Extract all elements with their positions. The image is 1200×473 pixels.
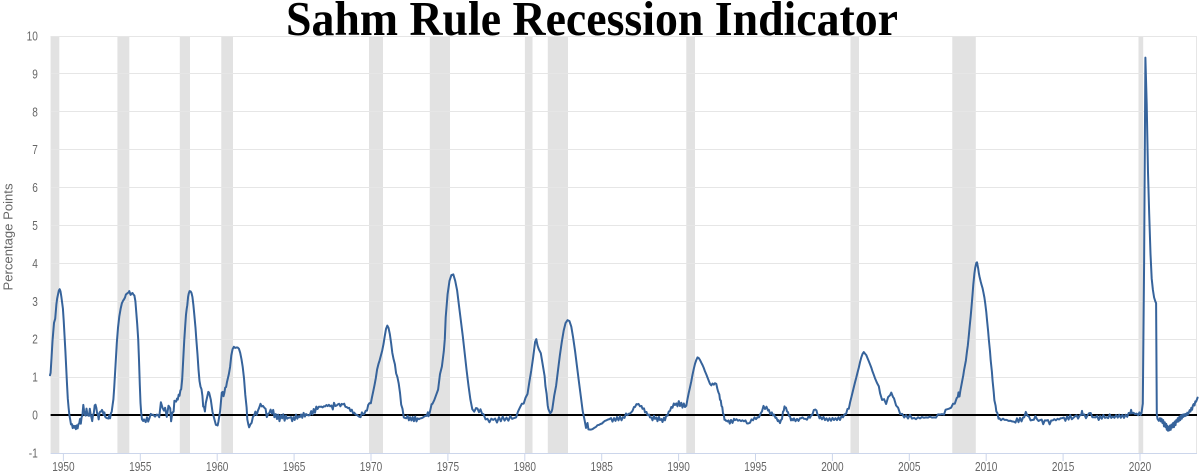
svg-text:1995: 1995 xyxy=(744,460,766,473)
svg-text:10: 10 xyxy=(27,30,38,44)
svg-text:2015: 2015 xyxy=(1052,460,1074,473)
svg-text:0: 0 xyxy=(32,409,38,423)
svg-text:3: 3 xyxy=(32,295,38,309)
svg-text:1990: 1990 xyxy=(667,460,689,473)
svg-text:-1: -1 xyxy=(29,446,38,460)
svg-text:1960: 1960 xyxy=(206,460,228,473)
svg-text:1985: 1985 xyxy=(591,460,613,473)
svg-text:Percentage Points: Percentage Points xyxy=(2,184,16,291)
svg-text:2020: 2020 xyxy=(1129,460,1151,473)
svg-text:1950: 1950 xyxy=(52,460,74,473)
svg-text:2010: 2010 xyxy=(975,460,997,473)
svg-text:1975: 1975 xyxy=(437,460,459,473)
svg-text:1970: 1970 xyxy=(360,460,382,473)
svg-text:Sahm Rule Recession Indicator: Sahm Rule Recession Indicator xyxy=(286,0,898,46)
svg-text:1: 1 xyxy=(32,371,38,385)
svg-text:7: 7 xyxy=(32,143,38,157)
svg-text:1980: 1980 xyxy=(514,460,536,473)
svg-text:1965: 1965 xyxy=(283,460,305,473)
svg-text:9: 9 xyxy=(32,67,38,81)
svg-text:2: 2 xyxy=(32,333,38,347)
svg-text:5: 5 xyxy=(32,219,38,233)
svg-text:2005: 2005 xyxy=(898,460,920,473)
svg-text:8: 8 xyxy=(32,105,38,119)
svg-text:1955: 1955 xyxy=(129,460,151,473)
svg-text:6: 6 xyxy=(32,181,38,195)
svg-text:4: 4 xyxy=(32,257,38,271)
svg-text:2000: 2000 xyxy=(821,460,843,473)
